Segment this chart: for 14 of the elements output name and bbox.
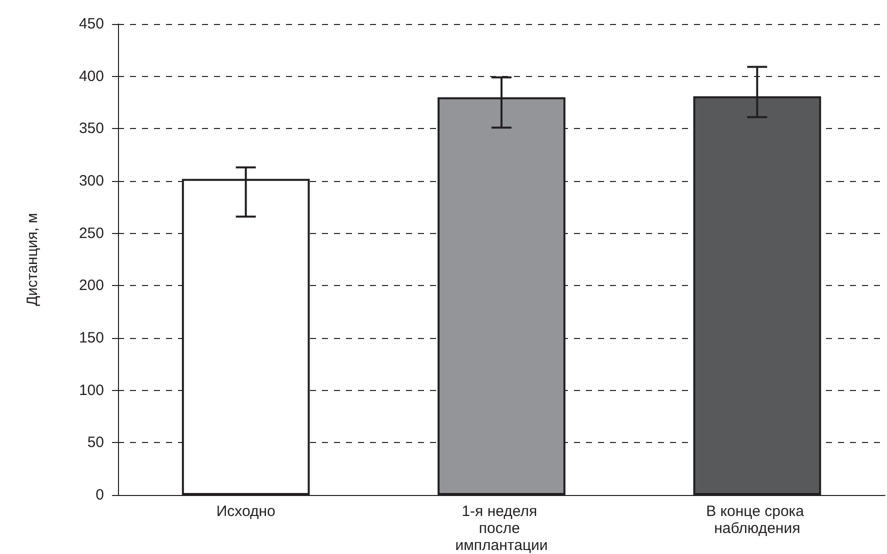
x-tick-label: Исходно (216, 503, 276, 520)
y-tick-label: 250 (78, 224, 104, 242)
y-axis-title: Дистанция, м (24, 212, 41, 306)
x-tick-label: 1-я неделя после имплантации (455, 503, 548, 554)
y-tick-label: 150 (78, 330, 104, 346)
y-tick-label: 200 (78, 277, 104, 294)
y-tick-label: 450 (78, 16, 104, 32)
y-tick-label: 400 (78, 68, 104, 85)
y-tick-label: 350 (78, 120, 104, 138)
y-tick-label: 300 (78, 172, 104, 190)
y-tick-label: 0 (96, 486, 104, 504)
y-tick-label: 100 (78, 382, 104, 399)
x-tick-label: В конце срока наблюдения (706, 503, 808, 537)
y-tick-label: 50 (87, 434, 104, 452)
